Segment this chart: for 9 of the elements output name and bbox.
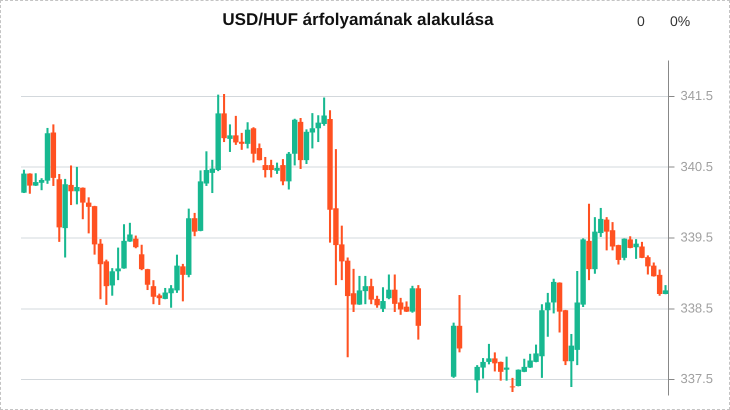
text: 0	[637, 13, 645, 29]
y-tick-label: 339.5	[680, 230, 714, 245]
y-tick-label: 340.5	[680, 158, 714, 174]
y-tick-label: 341.5	[680, 88, 714, 103]
candlestick	[510, 378, 516, 392]
y-tick-label: 337.5	[680, 371, 714, 386]
y-tick-label: 338.5	[680, 300, 714, 316]
chart-title: USD/HUF árfolyamának alakulása	[222, 10, 494, 29]
text: 0%	[670, 13, 690, 29]
